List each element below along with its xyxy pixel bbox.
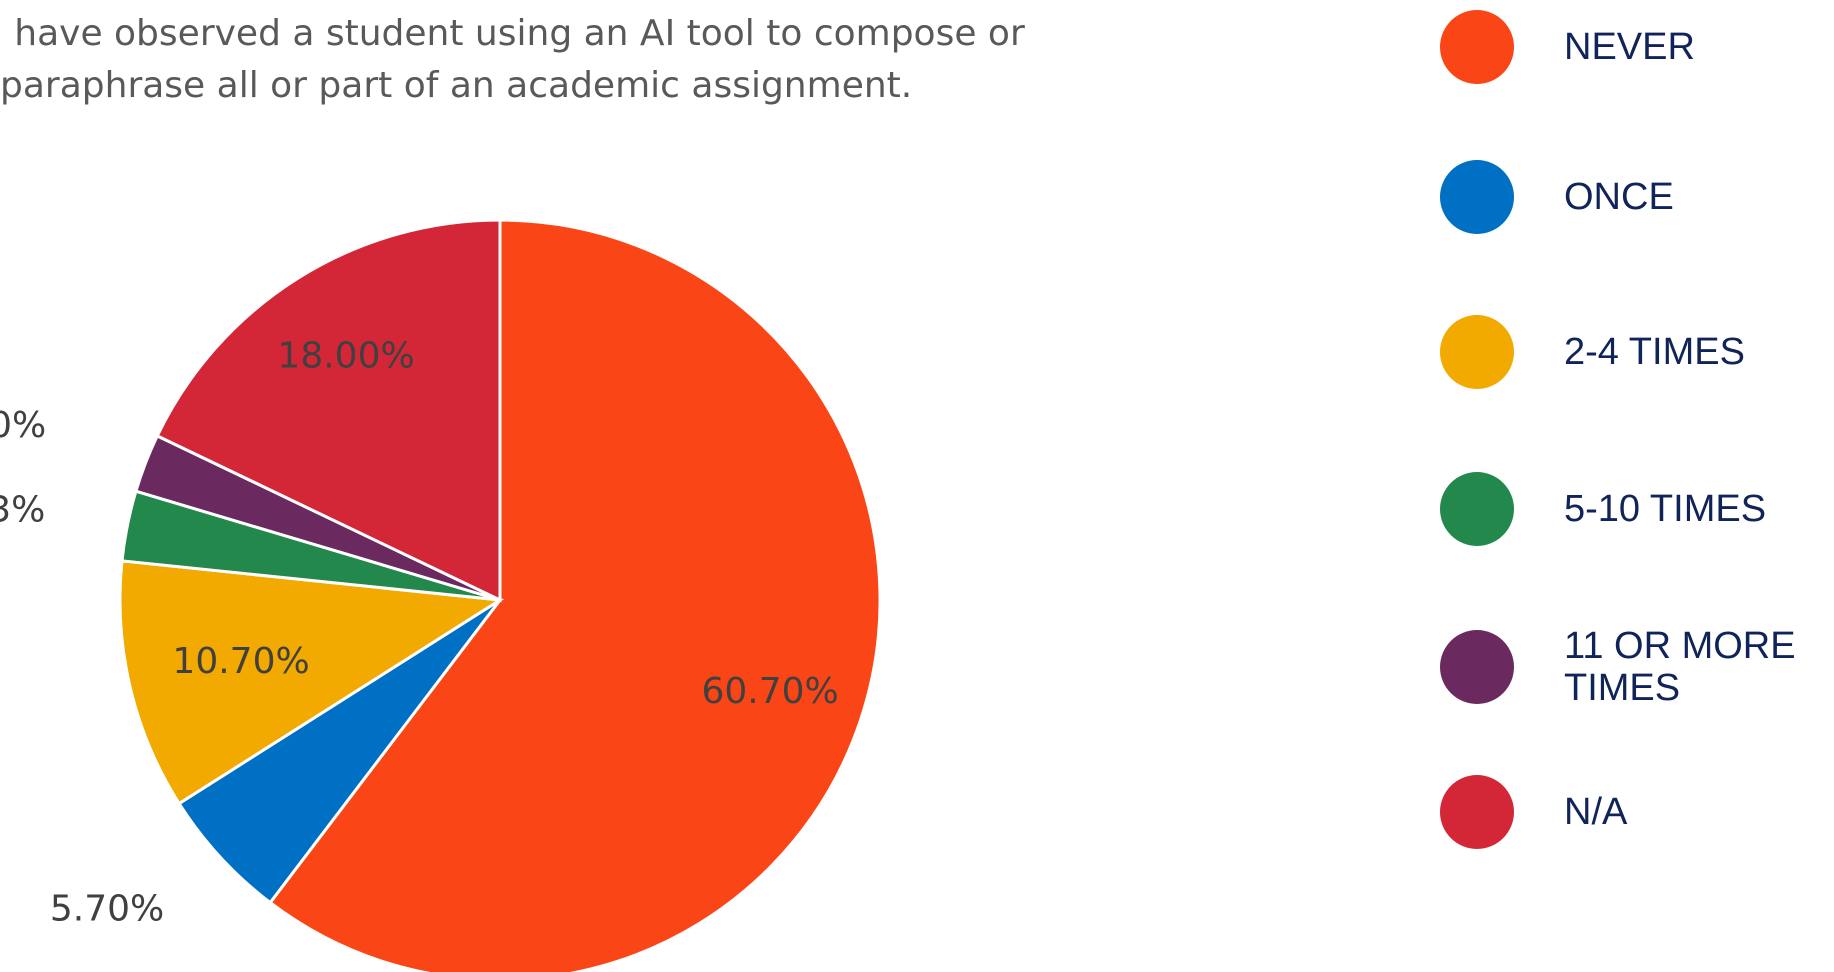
legend-swatch-never — [1440, 10, 1514, 84]
legend-swatch-n-a — [1440, 775, 1514, 849]
legend-item-11-or-more-times: 11 OR MORE TIMES — [1440, 625, 1834, 709]
legend-item-5-10-times: 5-10 TIMES — [1440, 472, 1834, 546]
legend-item-n-a: N/A — [1440, 775, 1834, 849]
legend-swatch-5-10-times — [1440, 472, 1514, 546]
legend: NEVER ONCE 2-4 TIMES 5-10 TIMES 11 OR MORE T… — [1440, 0, 1834, 972]
legend-label-n-a: N/A — [1564, 791, 1628, 833]
data-label-2-4-times: 10.70% — [172, 641, 309, 682]
legend-swatch-2-4-times — [1440, 315, 1514, 389]
pie-slice-never — [268, 218, 882, 972]
pie-slice-2-4-times — [118, 559, 505, 806]
legend-item-never: NEVER — [1440, 10, 1834, 84]
legend-label-2-4-times: 2-4 TIMES — [1564, 331, 1745, 373]
chart-title: u have observed a student using an AI to… — [0, 8, 1200, 112]
pie-slice-n-a — [155, 218, 502, 603]
pie-slices — [118, 218, 882, 972]
legend-label-never: NEVER — [1564, 26, 1695, 68]
legend-label-5-10-times: 5-10 TIMES — [1564, 488, 1767, 530]
legend-item-2-4-times: 2-4 TIMES — [1440, 315, 1834, 389]
legend-item-once: ONCE — [1440, 160, 1834, 234]
data-label-n-a: 18.00% — [277, 336, 414, 377]
chart-title-line-1: u have observed a student using an AI to… — [0, 13, 1025, 54]
data-label-5-10-times: 3% — [0, 489, 45, 530]
data-label-never: 60.70% — [701, 671, 838, 712]
pie-data-labels: 60.70% 5.70% 10.70% 3% 2.50% 18.00% — [0, 336, 839, 930]
pie-slice-once — [177, 598, 502, 905]
legend-swatch-once — [1440, 160, 1514, 234]
data-label-11-or-more-times: 2.50% — [0, 405, 46, 446]
legend-swatch-11-or-more-times — [1440, 630, 1514, 704]
legend-label-11-or-more-times: 11 OR MORE TIMES — [1564, 625, 1796, 709]
pie-chart: 60.70% 5.70% 10.70% 3% 2.50% 18.00% — [0, 218, 882, 972]
data-label-once: 5.70% — [50, 889, 164, 930]
chart-title-line-2: paraphrase all or part of an academic as… — [0, 65, 913, 106]
legend-label-once: ONCE — [1564, 176, 1674, 218]
